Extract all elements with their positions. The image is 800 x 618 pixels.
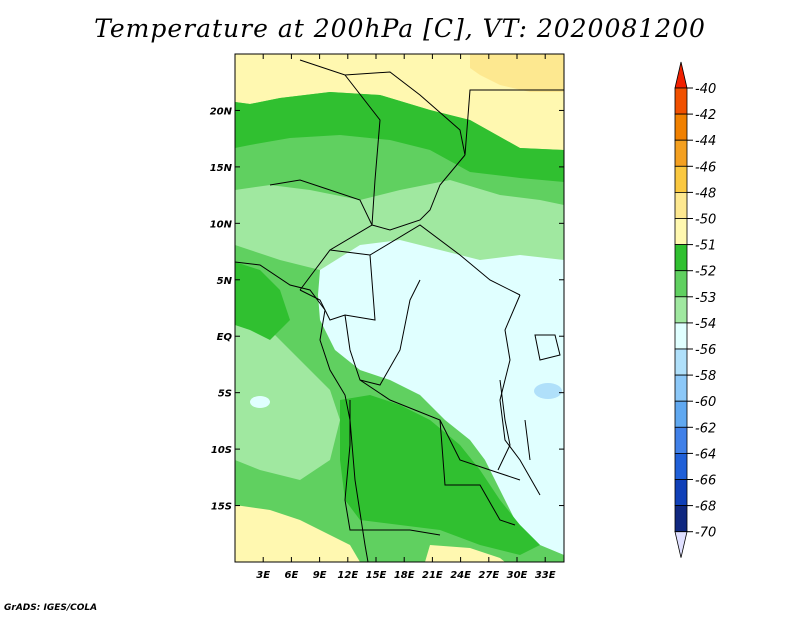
- colorbar-label: -40: [695, 82, 716, 97]
- colorbar-label: -42: [695, 108, 716, 123]
- lat-tick-label: 5N: [217, 276, 233, 287]
- colorbar: -40 -42 -44 -46 -48 -50 -51 -52 -53 -54 -56 -58 -60 -…: [674, 61, 716, 558]
- colorbar-segment: [674, 113, 688, 141]
- colorbar-bottom-arrow: [674, 531, 688, 558]
- border-drc-east: [499, 294, 541, 496]
- field-south-warm-2: [425, 545, 505, 562]
- lon-tick-label: 30E: [507, 570, 528, 581]
- lat-tick-label: 15N: [210, 163, 233, 174]
- colorbar-top-arrow: [674, 61, 688, 89]
- border-chad-sudan: [371, 154, 466, 231]
- border-sudan-east: [464, 89, 564, 156]
- lon-tick-label: 21E: [422, 570, 443, 581]
- field-cold-patch: [534, 383, 562, 399]
- colorbar-segment: [674, 400, 688, 428]
- country-borders: [235, 59, 564, 562]
- colorbar-segment: [674, 191, 688, 219]
- colorbar-label: -53: [695, 291, 716, 306]
- border-car: [329, 224, 521, 296]
- colorbar-segment: [674, 348, 688, 376]
- field-southwest-light: [235, 320, 340, 480]
- colorbar-label: -56: [695, 343, 716, 358]
- footer-credit: GrADS: IGES/COLA: [4, 603, 98, 613]
- colorbar-segment: [674, 505, 688, 533]
- field-south-dark: [340, 395, 540, 555]
- colorbar-segment: [674, 270, 688, 298]
- colorbar-segment: [674, 426, 688, 454]
- border-libya-chad: [299, 59, 466, 156]
- temperature-field: [235, 54, 564, 562]
- lon-tick-label: 9E: [313, 570, 327, 581]
- lon-tick-label: 33E: [535, 570, 556, 581]
- colorbar-label: -58: [695, 369, 716, 384]
- colorbar-segment: [674, 479, 688, 507]
- lat-tick-label: 10N: [210, 219, 233, 230]
- lon-tick-label: 3E: [256, 570, 270, 581]
- field-northeast-warmest: [470, 54, 564, 92]
- colorbar-segment: [674, 322, 688, 350]
- field-west-dark: [235, 262, 290, 340]
- chart-title: Temperature at 200hPa [C], VT: 202008120…: [94, 14, 706, 43]
- colorbar-segment: [674, 87, 688, 115]
- field-north-warm: [235, 54, 564, 150]
- colorbar-label: -70: [695, 526, 716, 541]
- lat-tick-label: EQ: [217, 332, 233, 343]
- border-angola: [344, 400, 441, 536]
- lat-tick-label: 15S: [211, 502, 232, 513]
- colorbar-label: -52: [695, 265, 716, 280]
- colorbar-label: -46: [695, 160, 716, 175]
- colorbar-segment: [674, 218, 688, 246]
- field-south-warm: [235, 505, 360, 562]
- lon-tick-label: 24E: [450, 570, 471, 581]
- colorbar-segment: [674, 139, 688, 167]
- colorbar-segment: [674, 296, 688, 324]
- colorbar-label: -51: [695, 239, 716, 254]
- axis-ticks: 20N 15N 10N 5N EQ 5S 10S 15S 3E 6E 9E 12E 15E 18E 21E 2…: [210, 54, 564, 581]
- colorbar-label: -64: [695, 447, 716, 462]
- colorbar-segment: [674, 165, 688, 193]
- colorbar-label: -50: [695, 213, 716, 228]
- colorbar-label: -54: [695, 317, 716, 332]
- border-coast: [235, 261, 369, 562]
- lat-tick-label: 10S: [211, 445, 232, 456]
- lon-tick-label: 12E: [337, 570, 358, 581]
- colorbar-label: -48: [695, 186, 716, 201]
- colorbar-label: -60: [695, 395, 716, 410]
- border-lake-victoria: [534, 334, 561, 361]
- lat-tick-label: 5S: [218, 389, 232, 400]
- border-zambia: [439, 419, 516, 526]
- border-rift-lakes: [497, 379, 531, 471]
- border-niger-chad: [344, 74, 381, 226]
- colorbar-label: -68: [695, 500, 716, 515]
- lon-tick-label: 6E: [285, 570, 299, 581]
- colorbar-label: -62: [695, 421, 716, 436]
- colorbar-segment: [674, 374, 688, 402]
- field-central-cool: [318, 240, 564, 555]
- lon-tick-label: 27E: [478, 570, 499, 581]
- lat-tick-label: 20N: [210, 106, 233, 117]
- lon-tick-label: 15E: [366, 570, 387, 581]
- lon-tick-label: 18E: [394, 570, 415, 581]
- border-drc-south: [359, 379, 521, 481]
- colorbar-label: -66: [695, 474, 716, 489]
- colorbar-label: -44: [695, 134, 716, 149]
- colorbar-segment: [674, 244, 688, 272]
- map-frame: [234, 53, 565, 563]
- border-congo: [344, 279, 421, 386]
- field-north-dark: [235, 92, 564, 182]
- field-small-cool-patch: [250, 396, 270, 408]
- colorbar-segment: [674, 452, 688, 480]
